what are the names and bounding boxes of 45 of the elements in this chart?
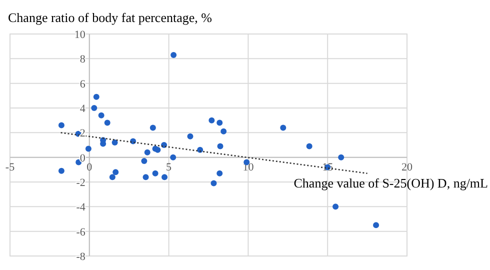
point	[170, 52, 177, 58]
point	[332, 204, 339, 210]
point	[162, 174, 168, 180]
point	[85, 146, 92, 152]
y-tick-label: 8	[80, 54, 86, 66]
point	[93, 94, 100, 100]
point	[142, 174, 149, 180]
point	[152, 170, 158, 176]
y-tick-label: 0	[80, 152, 86, 164]
point	[98, 112, 104, 118]
y-axis-title: Change ratio of body fat percentage, %	[8, 10, 212, 25]
point	[112, 169, 119, 176]
y-tick-label: -2	[76, 177, 86, 189]
point	[170, 154, 176, 160]
x-tick-label: 5	[166, 161, 172, 174]
x-tick-label: 20	[402, 161, 413, 174]
point	[208, 117, 215, 124]
point	[104, 120, 110, 126]
point	[150, 124, 156, 131]
y-tick-label: -8	[76, 251, 86, 263]
y-tick-label: 4	[80, 103, 86, 115]
point	[112, 140, 118, 146]
point	[216, 170, 223, 176]
point	[154, 146, 161, 153]
point	[280, 124, 286, 131]
point	[91, 105, 98, 111]
point	[187, 133, 194, 140]
point	[58, 122, 64, 128]
point	[141, 158, 148, 164]
point	[217, 143, 224, 150]
point	[216, 120, 223, 126]
point	[220, 128, 227, 134]
point	[338, 154, 344, 160]
x-axis-title: Change value of S-25(OH) D, ng/mL	[294, 175, 488, 190]
y-tick-label: 6	[80, 78, 86, 90]
y-tick-label: 10	[74, 29, 86, 41]
point	[306, 143, 312, 150]
point	[58, 168, 64, 174]
y-tick-label: -4	[76, 202, 86, 214]
y-tick-label: -6	[76, 226, 86, 238]
point	[144, 149, 150, 156]
point	[210, 180, 217, 186]
point	[109, 174, 116, 180]
point	[373, 222, 380, 228]
x-tick-label: -5	[5, 161, 16, 174]
